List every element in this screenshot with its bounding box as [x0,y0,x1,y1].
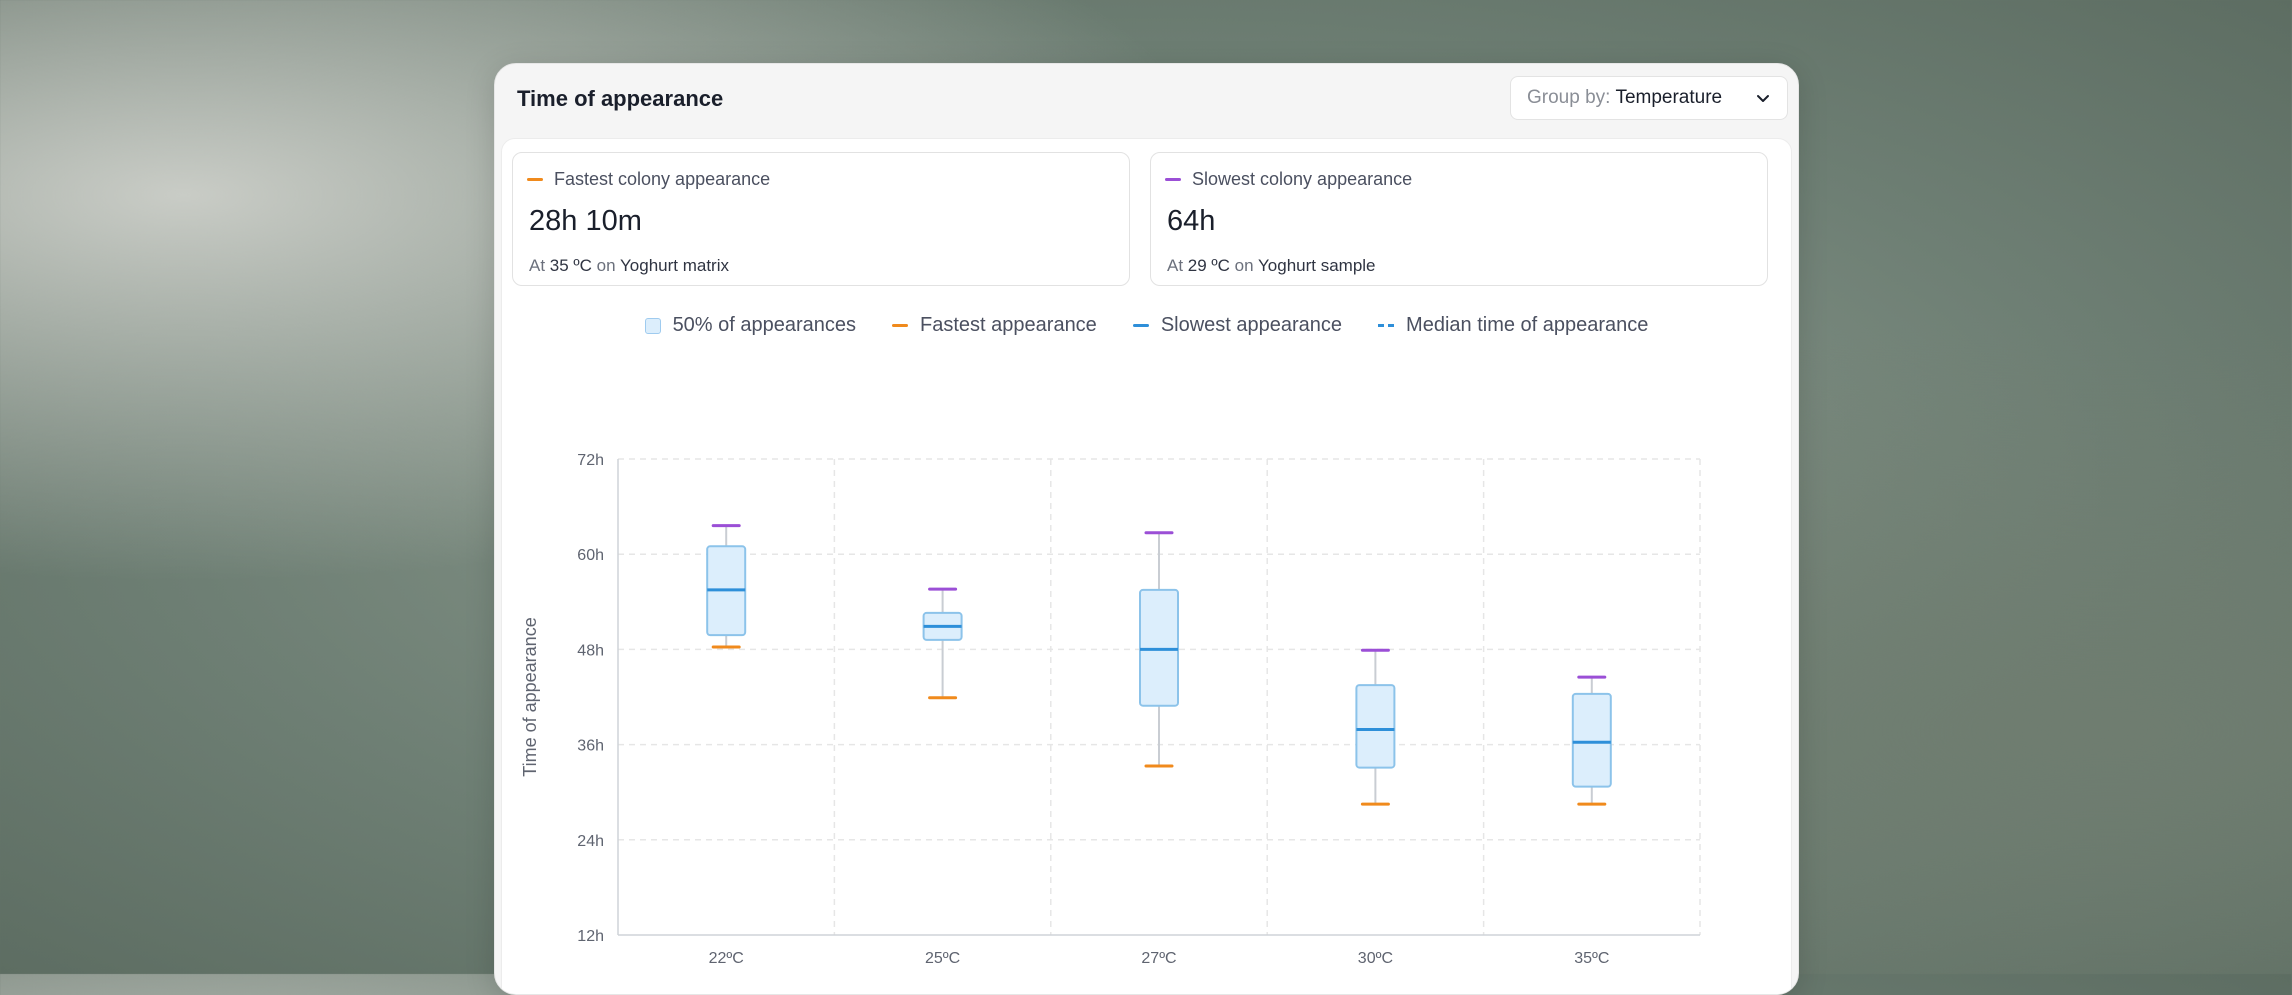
y-tick-label: 72h [577,452,604,469]
legend-fastest[interactable]: Fastest appearance [892,314,1097,337]
group-by-label: Group by: [1527,87,1611,108]
y-tick-label: 48h [577,642,604,659]
slowest-stat-label: Slowest colony appearance [1192,169,1413,189]
box-plot-chart: 12h24h36h48h60h72h22ºC25ºC27ºC30ºC35ºCTe… [520,452,1701,967]
group-by-dropdown[interactable]: Group by: Temperature [1510,76,1788,120]
fastest-stat-label: Fastest colony appearance [554,169,771,189]
box [1139,588,1179,707]
group-by-value: Temperature [1615,87,1723,108]
fastest-marker-icon [527,178,543,181]
y-axis-title: Time of appearance [520,617,540,776]
chart-panel: Fastest colony appearance 28h 10m At 35 … [501,138,1792,994]
y-tick-label: 12h [577,928,604,945]
x-tick-label: 25ºC [925,950,960,967]
fastest-stat-value: 28h 10m [529,205,642,237]
y-tick-label: 60h [577,547,604,564]
chart-legend: 50% of appearances Fastest appearance Sl… [502,314,1791,337]
card-title: Time of appearance [517,86,724,111]
chevron-down-icon [1757,95,1769,102]
x-tick-label: 22ºC [709,950,744,967]
x-tick-label: 30ºC [1358,950,1393,967]
median-dashed-line-icon [1378,324,1395,327]
legend-median[interactable]: Median time of appearance [1378,314,1648,337]
box-swatch-icon [644,317,661,334]
slowest-marker-icon [1165,178,1181,181]
fastest-stat-detail: At 35 ºC on Yoghurt matrix [529,256,729,275]
legend-box[interactable]: 50% of appearances [644,314,856,337]
slowest-stat-detail: At 29 ºC on Yoghurt sample [1167,256,1376,275]
legend-slowest[interactable]: Slowest appearance [1132,314,1342,337]
y-tick-label: 24h [577,833,604,850]
fastest-line-icon [892,324,909,327]
slowest-stat-card: Slowest colony appearance 64h At 29 ºC o… [1150,152,1768,286]
slowest-line-icon [1132,324,1149,327]
slowest-stat-value: 64h [1167,205,1216,237]
y-tick-label: 36h [577,738,604,755]
box [1571,692,1612,788]
x-tick-label: 27ºC [1141,950,1176,967]
time-of-appearance-card: Time of appearance Group by: Temperature… [494,63,1799,995]
fastest-stat-card: Fastest colony appearance 28h 10m At 35 … [512,152,1130,286]
x-tick-label: 35ºC [1574,950,1609,967]
box [1355,684,1396,769]
